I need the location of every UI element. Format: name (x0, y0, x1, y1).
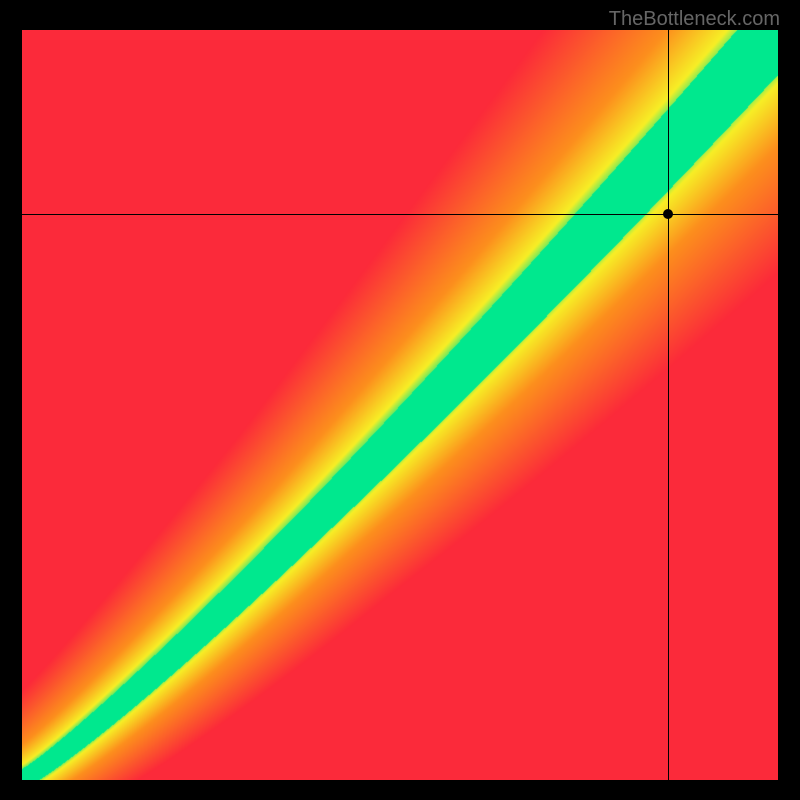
crosshair-vertical (668, 30, 669, 780)
crosshair-marker (663, 209, 673, 219)
heatmap-canvas (22, 30, 778, 780)
watermark-text: TheBottleneck.com (609, 8, 780, 31)
heatmap-plot (22, 30, 778, 780)
chart-container: TheBottleneck.com (0, 0, 800, 800)
